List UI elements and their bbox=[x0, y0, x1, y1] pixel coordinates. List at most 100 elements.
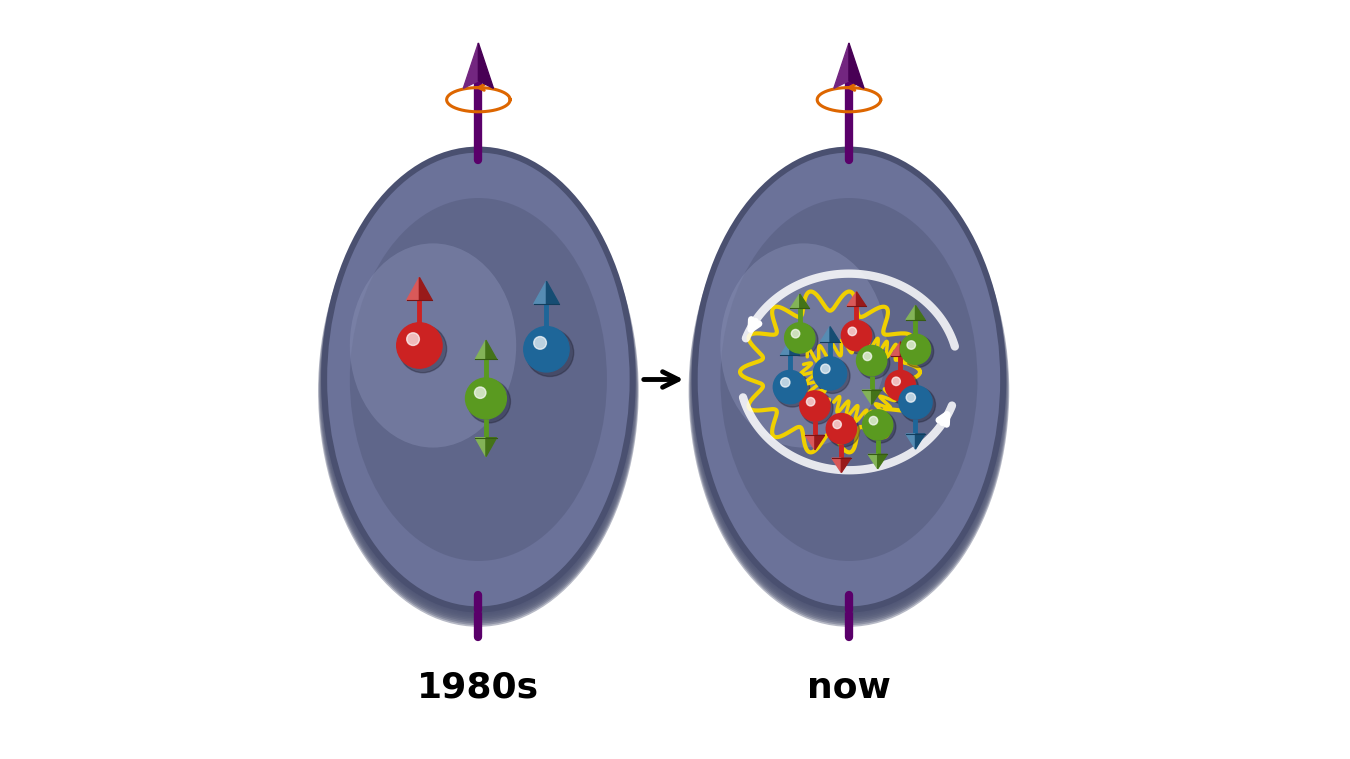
Ellipse shape bbox=[695, 153, 1003, 613]
Circle shape bbox=[857, 347, 886, 374]
Polygon shape bbox=[834, 43, 849, 88]
Ellipse shape bbox=[325, 153, 632, 612]
Circle shape bbox=[903, 336, 927, 361]
Circle shape bbox=[799, 391, 830, 421]
Circle shape bbox=[910, 396, 919, 406]
Circle shape bbox=[832, 418, 850, 438]
Ellipse shape bbox=[320, 155, 637, 623]
Circle shape bbox=[404, 330, 433, 359]
Circle shape bbox=[826, 414, 856, 444]
Circle shape bbox=[906, 340, 923, 357]
Ellipse shape bbox=[350, 244, 516, 448]
Circle shape bbox=[805, 395, 823, 415]
Circle shape bbox=[477, 389, 493, 405]
Circle shape bbox=[529, 332, 563, 365]
Circle shape bbox=[406, 332, 420, 345]
Circle shape bbox=[887, 372, 914, 399]
Polygon shape bbox=[906, 305, 915, 320]
Circle shape bbox=[817, 361, 842, 386]
Circle shape bbox=[474, 387, 486, 398]
Ellipse shape bbox=[323, 154, 634, 616]
Circle shape bbox=[848, 328, 863, 342]
Ellipse shape bbox=[690, 155, 1008, 625]
Ellipse shape bbox=[693, 154, 1006, 619]
Circle shape bbox=[405, 332, 431, 357]
Text: 1980s: 1980s bbox=[417, 671, 540, 704]
Circle shape bbox=[806, 397, 822, 414]
Circle shape bbox=[845, 324, 867, 346]
Polygon shape bbox=[821, 326, 830, 342]
Circle shape bbox=[833, 420, 841, 429]
Ellipse shape bbox=[695, 153, 1003, 612]
Ellipse shape bbox=[698, 153, 1000, 606]
Polygon shape bbox=[868, 455, 878, 469]
Circle shape bbox=[467, 380, 505, 417]
Polygon shape bbox=[799, 294, 809, 308]
Circle shape bbox=[865, 412, 890, 437]
Circle shape bbox=[907, 342, 922, 355]
Circle shape bbox=[802, 393, 828, 418]
Circle shape bbox=[869, 417, 884, 431]
Circle shape bbox=[536, 339, 554, 357]
Circle shape bbox=[841, 320, 872, 351]
Circle shape bbox=[467, 380, 510, 423]
Circle shape bbox=[906, 393, 915, 402]
Ellipse shape bbox=[325, 153, 632, 609]
Circle shape bbox=[814, 358, 845, 389]
Circle shape bbox=[904, 339, 925, 358]
Circle shape bbox=[819, 364, 838, 382]
Circle shape bbox=[780, 378, 790, 387]
Circle shape bbox=[909, 395, 921, 408]
Circle shape bbox=[787, 325, 811, 350]
Circle shape bbox=[829, 416, 853, 441]
Polygon shape bbox=[420, 277, 432, 300]
Circle shape bbox=[815, 360, 844, 387]
Ellipse shape bbox=[320, 154, 636, 622]
Circle shape bbox=[780, 377, 798, 395]
Circle shape bbox=[524, 326, 570, 372]
Circle shape bbox=[475, 388, 494, 407]
Polygon shape bbox=[878, 455, 887, 469]
Polygon shape bbox=[915, 305, 925, 320]
Circle shape bbox=[891, 376, 909, 393]
Circle shape bbox=[791, 329, 799, 338]
Circle shape bbox=[531, 334, 560, 363]
Circle shape bbox=[526, 329, 574, 376]
Ellipse shape bbox=[691, 154, 1006, 620]
Polygon shape bbox=[547, 281, 559, 304]
Ellipse shape bbox=[691, 146, 1006, 613]
Circle shape bbox=[864, 411, 891, 439]
Circle shape bbox=[863, 351, 879, 368]
Circle shape bbox=[398, 325, 440, 366]
Polygon shape bbox=[900, 342, 910, 356]
Circle shape bbox=[900, 387, 936, 422]
Polygon shape bbox=[830, 326, 840, 342]
Circle shape bbox=[902, 335, 934, 367]
Ellipse shape bbox=[690, 155, 1007, 623]
Circle shape bbox=[400, 326, 437, 364]
Polygon shape bbox=[533, 281, 547, 304]
Circle shape bbox=[528, 330, 564, 367]
Circle shape bbox=[791, 329, 807, 345]
Circle shape bbox=[776, 373, 803, 401]
Circle shape bbox=[868, 416, 886, 433]
Polygon shape bbox=[475, 438, 486, 457]
Ellipse shape bbox=[324, 153, 633, 613]
Circle shape bbox=[848, 327, 856, 335]
Ellipse shape bbox=[693, 154, 1004, 616]
Circle shape bbox=[899, 386, 931, 419]
Polygon shape bbox=[906, 434, 915, 449]
Ellipse shape bbox=[321, 146, 636, 613]
Circle shape bbox=[474, 386, 497, 409]
Circle shape bbox=[864, 411, 896, 443]
Circle shape bbox=[409, 335, 427, 353]
Circle shape bbox=[466, 378, 506, 419]
Ellipse shape bbox=[321, 154, 634, 619]
Ellipse shape bbox=[319, 155, 639, 625]
Circle shape bbox=[865, 355, 875, 364]
Circle shape bbox=[832, 420, 849, 436]
Polygon shape bbox=[463, 43, 478, 88]
Circle shape bbox=[821, 364, 837, 380]
Polygon shape bbox=[806, 436, 815, 450]
Circle shape bbox=[892, 377, 900, 386]
